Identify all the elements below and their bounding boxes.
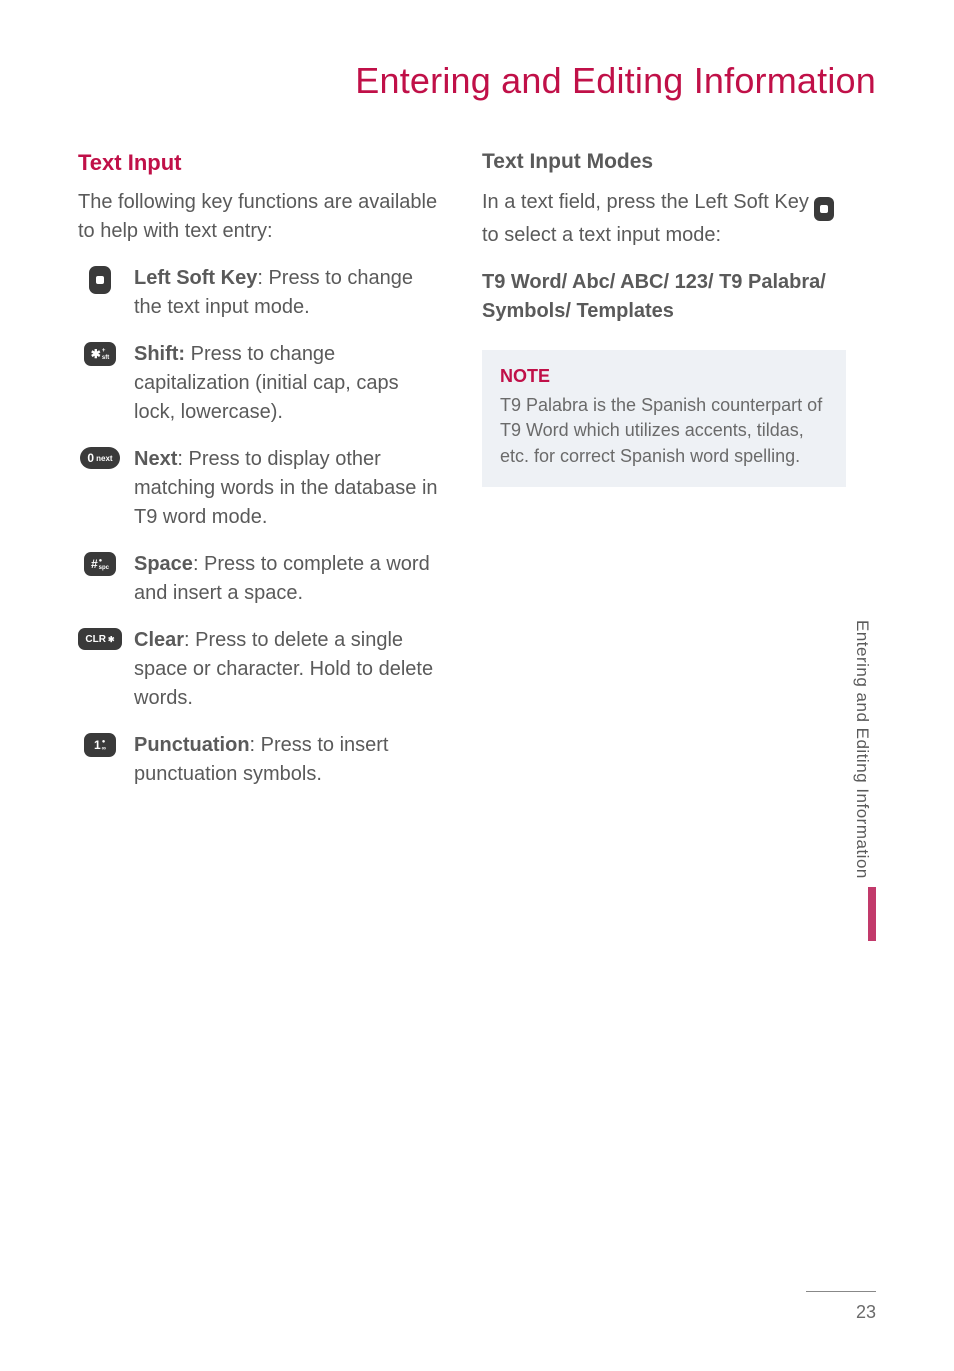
note-title: NOTE <box>500 364 828 389</box>
one-icon: 1●∞ <box>84 733 116 757</box>
page-footer: 23 <box>806 1291 876 1323</box>
star-icon: ✱+sft <box>84 342 116 366</box>
key-function-list: Left Soft Key: Press to change the text … <box>78 264 442 789</box>
key-item-label: Next <box>134 448 177 470</box>
input-modes-list: T9 Word/ Abc/ ABC/ 123/ T9 Palabra/ Symb… <box>482 268 846 326</box>
key-item-label: Left Soft Key <box>134 267 257 289</box>
key-item-text: Shift: Press to change capitalization (i… <box>134 340 442 427</box>
content-columns: Text Input The following key functions a… <box>78 150 876 807</box>
side-tab-label: Entering and Editing Information <box>852 620 872 879</box>
text-input-intro: The following key functions are availabl… <box>78 188 442 246</box>
left-column: Text Input The following key functions a… <box>78 150 442 807</box>
key-item-label: Punctuation <box>134 734 250 756</box>
key-item-label: Space <box>134 553 193 575</box>
softkey-icon <box>89 266 111 294</box>
key-icon-cell: ✱+sft <box>78 340 122 366</box>
text-input-heading: Text Input <box>78 150 442 176</box>
side-tab: Entering and Editing Information <box>848 620 876 941</box>
page-number: 23 <box>856 1302 876 1322</box>
key-item: CLR✱ Clear: Press to delete a single spac… <box>78 626 442 713</box>
key-icon-cell: CLR✱ <box>78 626 122 650</box>
softkey-icon <box>814 197 834 221</box>
page-title: Entering and Editing Information <box>78 60 876 102</box>
key-icon-cell: 0next <box>78 445 122 469</box>
key-item: ✱+sft Shift: Press to change capitalizati… <box>78 340 442 427</box>
hash-icon: #●spc <box>84 552 116 576</box>
clr-icon: CLR✱ <box>78 628 122 650</box>
key-item: Left Soft Key: Press to change the text … <box>78 264 442 322</box>
side-tab-marker <box>868 887 876 941</box>
key-icon-cell: #●spc <box>78 550 122 576</box>
zero-icon: 0next <box>80 447 120 469</box>
footer-rule <box>806 1291 876 1292</box>
key-item-text: Left Soft Key: Press to change the text … <box>134 264 442 322</box>
key-item-label: Shift: <box>134 343 185 365</box>
key-item: #●spc Space: Press to complete a word and… <box>78 550 442 608</box>
key-item-label: Clear <box>134 629 184 651</box>
note-body: T9 Palabra is the Spanish counterpart of… <box>500 393 828 469</box>
key-icon-cell <box>78 264 122 294</box>
key-icon-cell: 1●∞ <box>78 731 122 757</box>
text-input-modes-intro: In a text field, press the Left Soft Key… <box>482 188 846 250</box>
key-item-text: Clear: Press to delete a single space or… <box>134 626 442 713</box>
text-input-modes-heading: Text Input Modes <box>482 150 846 174</box>
right-column: Text Input Modes In a text field, press … <box>482 150 876 807</box>
key-item: 1●∞ Punctuation: Press to insert punctuat… <box>78 731 442 789</box>
page-root: Entering and Editing Information Text In… <box>0 0 954 1371</box>
note-box: NOTE T9 Palabra is the Spanish counterpa… <box>482 350 846 487</box>
key-item-text: Punctuation: Press to insert punctuation… <box>134 731 442 789</box>
key-item-text: Space: Press to complete a word and inse… <box>134 550 442 608</box>
key-item-text: Next: Press to display other matching wo… <box>134 445 442 532</box>
key-item: 0next Next: Press to display other matchi… <box>78 445 442 532</box>
